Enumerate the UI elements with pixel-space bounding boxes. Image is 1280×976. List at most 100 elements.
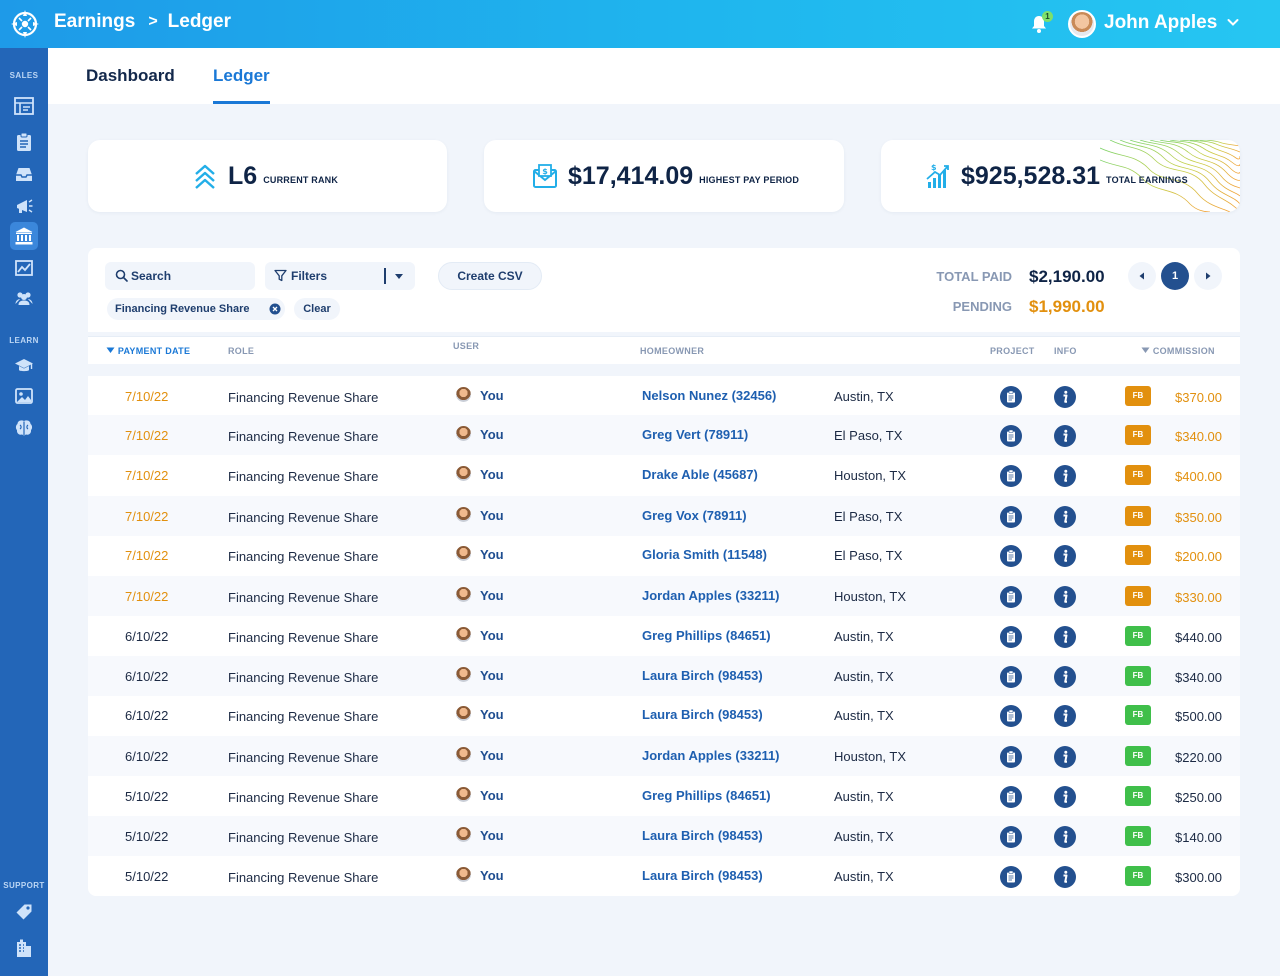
sidebar-item-clipboard[interactable] <box>10 128 38 156</box>
chevron-down-icon[interactable] <box>1226 15 1240 29</box>
table-row[interactable]: 6/10/22 Financing Revenue Share You Greg Ph… <box>88 616 1240 656</box>
sidebar-item-reports[interactable] <box>10 254 38 282</box>
info-icon[interactable] <box>1054 666 1076 688</box>
user-link[interactable]: You <box>480 788 504 803</box>
column-user[interactable]: USER <box>453 341 480 351</box>
breadcrumb-earnings[interactable]: Earnings <box>54 11 136 32</box>
sidebar-item-inbox[interactable] <box>10 160 38 188</box>
homeowner-link[interactable]: Laura Birch (98453) <box>642 668 763 683</box>
homeowner-link[interactable]: Greg Phillips (84651) <box>642 788 771 803</box>
user-link[interactable]: You <box>480 748 504 763</box>
info-icon[interactable] <box>1054 586 1076 608</box>
create-csv-button[interactable]: Create CSV <box>438 262 542 290</box>
user-link[interactable]: You <box>480 427 504 442</box>
table-row[interactable]: 5/10/22 Financing Revenue Share You Laura B… <box>88 856 1240 896</box>
tab-dashboard[interactable]: Dashboard <box>86 66 175 85</box>
info-icon[interactable] <box>1054 786 1076 808</box>
user-link[interactable]: You <box>480 868 504 883</box>
info-icon[interactable] <box>1054 506 1076 528</box>
sidebar-item-knowledge[interactable] <box>10 414 38 442</box>
project-clipboard-icon[interactable] <box>1000 386 1022 408</box>
sidebar-item-team[interactable] <box>10 284 38 312</box>
user-link[interactable]: You <box>480 467 504 482</box>
homeowner-link[interactable]: Laura Birch (98453) <box>642 868 763 883</box>
homeowner-link[interactable]: Nelson Nunez (32456) <box>642 388 777 403</box>
table-row[interactable]: 6/10/22 Financing Revenue Share You Laura B… <box>88 656 1240 696</box>
user-name[interactable]: John Apples <box>1104 12 1218 33</box>
project-clipboard-icon[interactable] <box>1000 586 1022 608</box>
info-icon[interactable] <box>1054 545 1076 567</box>
homeowner-link[interactable]: Laura Birch (98453) <box>642 707 763 722</box>
table-row[interactable]: 7/10/22 Financing Revenue Share You Drake A… <box>88 455 1240 495</box>
info-icon[interactable] <box>1054 866 1076 888</box>
table-row[interactable]: 5/10/22 Financing Revenue Share You Greg Ph… <box>88 776 1240 816</box>
column-homeowner[interactable]: HOMEOWNER <box>640 346 705 356</box>
user-link[interactable]: You <box>480 828 504 843</box>
column-role[interactable]: ROLE <box>228 346 255 356</box>
info-icon[interactable] <box>1054 826 1076 848</box>
info-icon[interactable] <box>1054 386 1076 408</box>
sidebar-item-courses[interactable] <box>10 352 38 380</box>
project-clipboard-icon[interactable] <box>1000 826 1022 848</box>
search-input[interactable] <box>105 262 255 290</box>
total-paid-value: $2,190.00 <box>1029 267 1105 286</box>
caret-down-icon[interactable] <box>392 269 406 283</box>
table-row[interactable]: 7/10/22 Financing Revenue Share You Jordan … <box>88 576 1240 616</box>
user-link[interactable]: You <box>480 547 504 562</box>
column-payment-date[interactable]: PAYMENT DATE <box>106 346 190 356</box>
sidebar-item-campaigns[interactable] <box>10 192 38 220</box>
tab-ledger[interactable]: Ledger <box>213 66 270 104</box>
sidebar-item-tags[interactable] <box>10 898 38 926</box>
project-clipboard-icon[interactable] <box>1000 666 1022 688</box>
info-icon[interactable] <box>1054 705 1076 727</box>
homeowner-link[interactable]: Jordan Apples (33211) <box>642 588 780 603</box>
project-clipboard-icon[interactable] <box>1000 786 1022 808</box>
table-row[interactable]: 7/10/22 Financing Revenue Share You Gloria … <box>88 535 1240 575</box>
sidebar-item-dashboard[interactable] <box>10 92 38 120</box>
homeowner-link[interactable]: Gloria Smith (11548) <box>642 547 767 562</box>
info-icon[interactable] <box>1054 626 1076 648</box>
user-link[interactable]: You <box>480 628 504 643</box>
next-page-button[interactable] <box>1194 262 1222 290</box>
current-page[interactable]: 1 <box>1161 262 1189 290</box>
table-row[interactable]: 6/10/22 Financing Revenue Share You Laura B… <box>88 695 1240 735</box>
table-row[interactable]: 5/10/22 Financing Revenue Share You Laura B… <box>88 816 1240 856</box>
homeowner-link[interactable]: Greg Phillips (84651) <box>642 628 771 643</box>
homeowner-link[interactable]: Drake Able (45687) <box>642 467 758 482</box>
table-row[interactable]: 7/10/22 Financing Revenue Share You Greg Ve… <box>88 415 1240 455</box>
info-icon[interactable] <box>1054 746 1076 768</box>
user-link[interactable]: You <box>480 588 504 603</box>
project-clipboard-icon[interactable] <box>1000 626 1022 648</box>
project-clipboard-icon[interactable] <box>1000 746 1022 768</box>
sidebar-item-media[interactable] <box>10 382 38 410</box>
user-avatar[interactable] <box>1068 10 1096 38</box>
project-clipboard-icon[interactable] <box>1000 506 1022 528</box>
user-link[interactable]: You <box>480 668 504 683</box>
user-link[interactable]: You <box>480 508 504 523</box>
project-clipboard-icon[interactable] <box>1000 705 1022 727</box>
close-icon[interactable] <box>269 303 281 315</box>
column-commission[interactable]: COMMISSION <box>1141 346 1215 356</box>
table-row[interactable]: 6/10/22 Financing Revenue Share You Jordan … <box>88 736 1240 776</box>
project-clipboard-icon[interactable] <box>1000 425 1022 447</box>
active-filter-chip[interactable]: Financing Revenue Share <box>107 298 285 320</box>
homeowner-link[interactable]: Greg Vert (78911) <box>642 427 749 442</box>
project-clipboard-icon[interactable] <box>1000 866 1022 888</box>
filters-dropdown[interactable]: Filters <box>265 262 415 290</box>
sidebar-item-company[interactable] <box>10 934 38 962</box>
homeowner-link[interactable]: Laura Birch (98453) <box>642 828 763 843</box>
homeowner-link[interactable]: Jordan Apples (33211) <box>642 748 780 763</box>
info-icon[interactable] <box>1054 425 1076 447</box>
project-clipboard-icon[interactable] <box>1000 545 1022 567</box>
user-link[interactable]: You <box>480 388 504 403</box>
info-icon[interactable] <box>1054 465 1076 487</box>
homeowner-link[interactable]: Greg Vox (78911) <box>642 508 747 523</box>
table-row[interactable]: 7/10/22 Financing Revenue Share You Nelson … <box>88 376 1240 416</box>
project-clipboard-icon[interactable] <box>1000 465 1022 487</box>
app-logo-icon[interactable] <box>10 9 40 39</box>
clear-filters-button[interactable]: Clear <box>294 298 340 320</box>
sidebar-item-earnings[interactable] <box>10 222 38 250</box>
table-row[interactable]: 7/10/22 Financing Revenue Share You Greg Vo… <box>88 496 1240 536</box>
prev-page-button[interactable] <box>1128 262 1156 290</box>
user-link[interactable]: You <box>480 707 504 722</box>
